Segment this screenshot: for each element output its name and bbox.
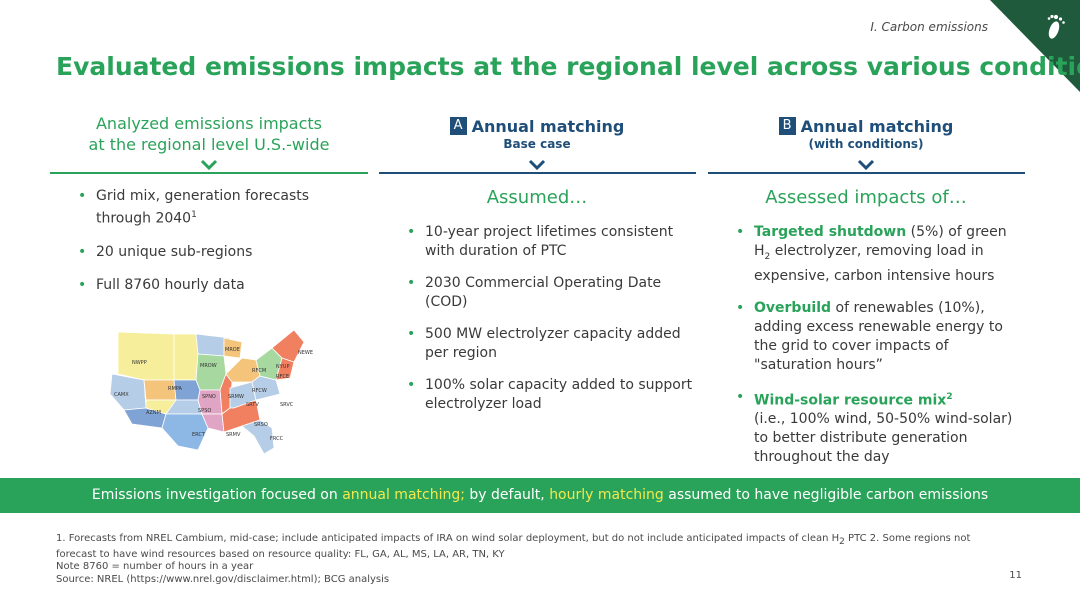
svg-text:SRMV: SRMV <box>226 432 241 438</box>
svg-text:SPSO: SPSO <box>198 408 211 414</box>
svg-text:MROE: MROE <box>225 347 240 353</box>
footnote-source: Source: NREL (https://www.nrel.gov/discl… <box>56 573 390 585</box>
col3-heading-title: Annual matching <box>800 116 954 136</box>
col2-divider <box>379 172 696 174</box>
list-item: 500 MW electrolyzer capacity added per r… <box>407 325 697 363</box>
col2-subheading: Assumed… <box>486 187 588 208</box>
list-item: Wind-solar resource mix2(i.e., 100% wind… <box>736 388 1026 468</box>
svg-text:NWPP: NWPP <box>132 360 147 366</box>
svg-text:SRVC: SRVC <box>280 402 294 408</box>
col1-heading-line1: Analyzed emissions impacts <box>95 114 323 133</box>
slide-title: Evaluated emissions impacts at the regio… <box>56 52 1080 81</box>
svg-text:RMPA: RMPA <box>168 386 182 392</box>
col1-heading-line2: at the regional level U.S.-wide <box>88 135 330 154</box>
list-item: 100% solar capacity added to support ele… <box>407 376 697 414</box>
badge-a: A <box>449 117 467 135</box>
chevron-down-icon <box>528 159 546 171</box>
col2-heading-title: Annual matching <box>471 116 625 136</box>
summary-banner: Emissions investigation focused on annua… <box>0 478 1080 513</box>
list-item: Overbuild of renewables (10%), adding ex… <box>736 299 1026 375</box>
list-item: Grid mix, generation forecasts through 2… <box>78 187 348 229</box>
svg-text:SRSO: SRSO <box>254 422 268 428</box>
col1-heading: Analyzed emissions impacts at the region… <box>50 113 368 155</box>
chevron-down-icon <box>200 159 218 171</box>
svg-text:RFCE: RFCE <box>276 374 289 380</box>
col1-bullet-list: Grid mix, generation forecasts through 2… <box>78 187 348 309</box>
footprint-icon <box>1047 14 1065 39</box>
svg-text:MROW: MROW <box>200 363 217 369</box>
list-item: Full 8760 hourly data <box>78 276 348 295</box>
section-label: I. Carbon emissions <box>870 20 988 34</box>
footnote-note: Note 8760 = number of hours in a year <box>56 561 254 572</box>
col3-divider <box>708 172 1025 174</box>
col3-heading-sub: (with conditions) <box>808 136 924 151</box>
list-item: 10-year project lifetimes consistent wit… <box>407 223 697 261</box>
svg-text:SRMW: SRMW <box>228 394 244 400</box>
badge-b: B <box>778 117 796 135</box>
svg-text:RFCM: RFCM <box>252 368 266 374</box>
svg-text:SPNO: SPNO <box>202 394 216 400</box>
svg-text:CAMX: CAMX <box>114 392 129 398</box>
col2-heading: A Annual matching Base case <box>378 114 696 151</box>
list-item: 20 unique sub-regions <box>78 243 348 262</box>
page-number: 11 <box>1009 570 1022 581</box>
footnotes: 1. Forecasts from NREL Cambium, mid-case… <box>56 533 996 586</box>
corner-tab <box>990 0 1080 92</box>
svg-text:NEWE: NEWE <box>298 350 313 356</box>
svg-text:FRCC: FRCC <box>270 436 284 442</box>
us-regions-map: NWPP CAMX AZNM RMPA MROW MROE SRMW SPNO … <box>109 329 313 455</box>
col2-heading-sub: Base case <box>503 136 571 151</box>
list-item: 2030 Commercial Operating Date (COD) <box>407 274 697 312</box>
col1-divider <box>50 172 368 174</box>
chevron-down-icon <box>857 159 875 171</box>
col3-heading: B Annual matching (with conditions) <box>707 114 1025 151</box>
list-item: Targeted shutdown (5%) of green H2 elect… <box>736 223 1026 286</box>
svg-text:SRTV: SRTV <box>246 402 259 408</box>
svg-text:ERCT: ERCT <box>192 432 206 438</box>
col3-subheading: Assessed impacts of… <box>765 187 967 208</box>
svg-text:AZNM: AZNM <box>146 410 161 416</box>
footnote-1: 1. Forecasts from NREL Cambium, mid-case… <box>56 533 971 560</box>
col2-bullet-list: 10-year project lifetimes consistent wit… <box>407 223 697 427</box>
col3-bullet-list: Targeted shutdown (5%) of green H2 elect… <box>736 223 1026 480</box>
svg-text:NYUP: NYUP <box>276 364 289 370</box>
svg-text:RFCW: RFCW <box>252 388 267 394</box>
